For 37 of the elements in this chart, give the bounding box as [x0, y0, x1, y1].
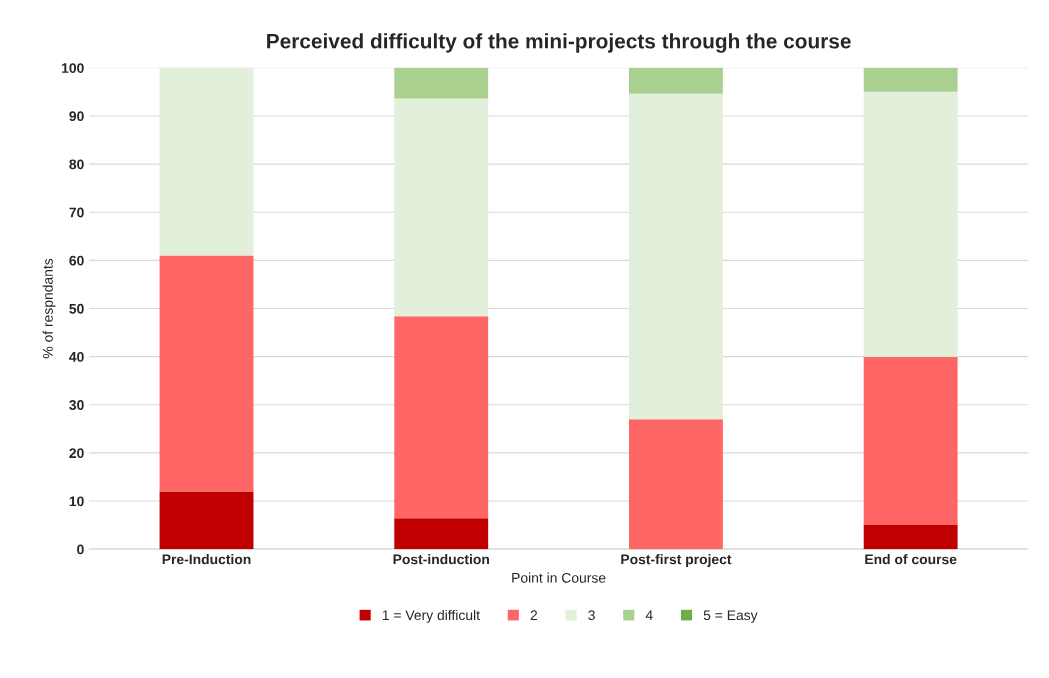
y-tick-label: 60	[69, 255, 84, 266]
y-tick-label: 50	[69, 303, 84, 314]
bar	[629, 67, 723, 94]
y-tick-label: 40	[69, 351, 84, 362]
bar	[863, 91, 958, 357]
bar	[159, 491, 254, 550]
y-tick-label: 0	[77, 544, 84, 555]
x-tick-label: Post-induction	[393, 554, 489, 565]
legend-label: 2	[530, 610, 538, 620]
bar	[863, 67, 958, 92]
bar	[629, 419, 723, 550]
chart-title: Perceived difficulty of the mini-projects through the course	[267, 33, 851, 53]
y-tick-label: 10	[69, 496, 84, 507]
bar	[394, 67, 489, 99]
bar	[394, 98, 489, 317]
x-tick-label: Pre-Induction	[162, 554, 251, 565]
y-tick-label: 100	[62, 63, 84, 73]
legend-label: 5 = Easy	[703, 610, 758, 623]
y-tick-label: 20	[69, 448, 84, 459]
x-axis-title: Point in Course	[512, 572, 606, 583]
bar	[394, 518, 489, 550]
bar	[394, 316, 489, 519]
y-tick-label: 70	[69, 207, 84, 218]
bar	[863, 356, 958, 526]
bar	[159, 255, 254, 492]
y-tick-label: 80	[69, 159, 84, 170]
y-axis-title: % of respndants	[42, 258, 56, 359]
y-tick-label: 30	[69, 400, 84, 410]
bar	[629, 93, 723, 420]
x-tick-label: End of course	[865, 554, 957, 565]
legend-label: 1 = Very difficult	[382, 609, 480, 623]
x-tick-label: Post-first project	[621, 554, 732, 567]
bar	[863, 525, 958, 550]
legend-label: 3	[588, 610, 595, 621]
bar	[159, 67, 254, 256]
y-tick-label: 90	[69, 111, 84, 122]
legend-label: 4	[645, 610, 653, 620]
